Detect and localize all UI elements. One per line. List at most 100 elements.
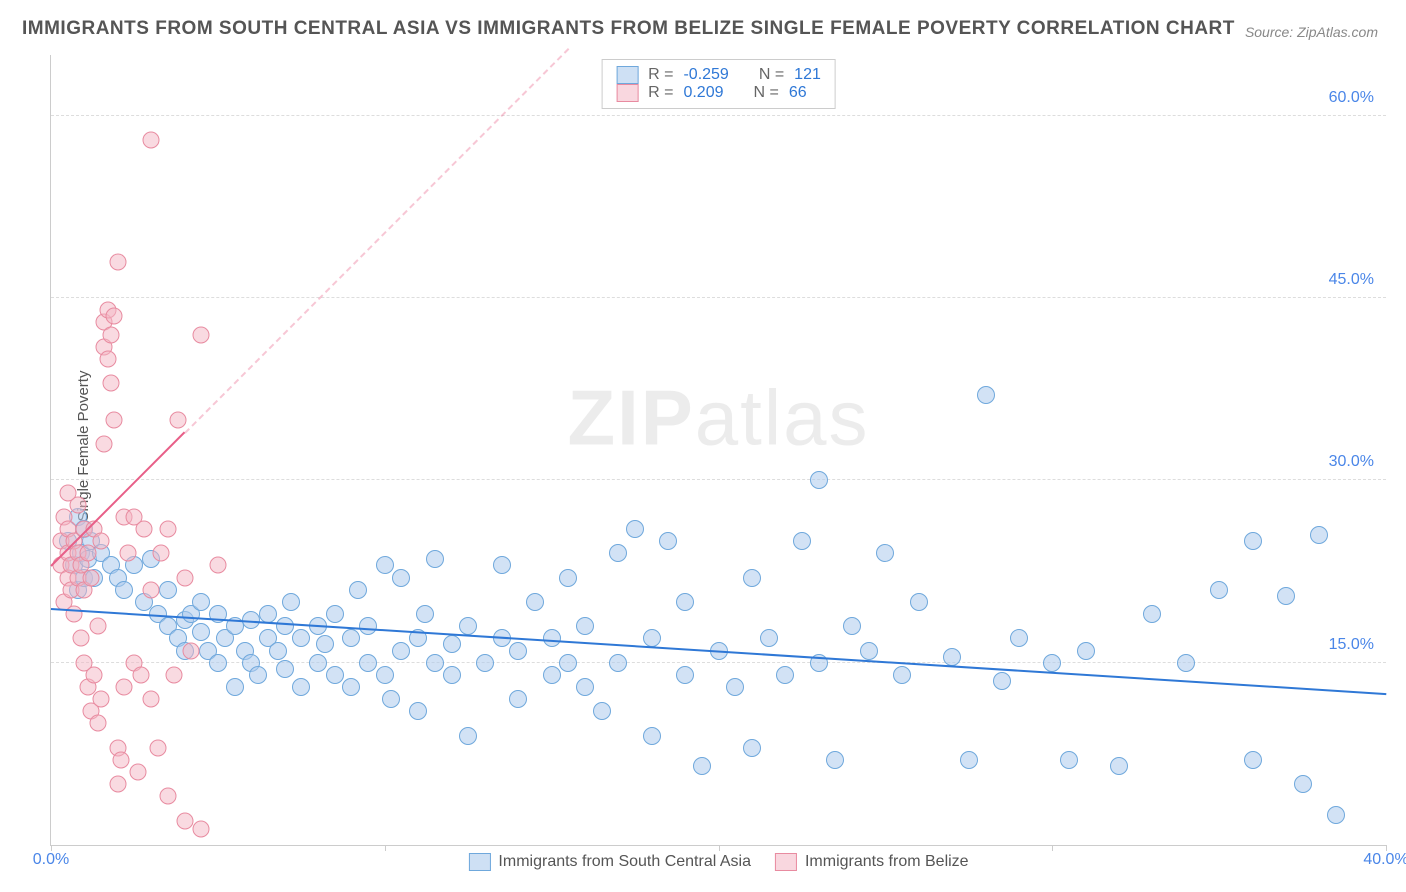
data-point bbox=[209, 557, 226, 574]
x-tick-mark bbox=[1052, 845, 1053, 851]
data-point bbox=[169, 411, 186, 428]
data-point bbox=[1043, 654, 1061, 672]
data-point bbox=[426, 550, 444, 568]
data-point bbox=[443, 666, 461, 684]
data-point bbox=[459, 727, 477, 745]
legend-r-value: -0.259 bbox=[683, 66, 728, 84]
data-point bbox=[269, 642, 287, 660]
data-point bbox=[960, 751, 978, 769]
data-point bbox=[106, 411, 123, 428]
trend-line bbox=[184, 48, 569, 434]
data-point bbox=[1110, 757, 1128, 775]
data-point bbox=[159, 788, 176, 805]
source-attribution: Source: ZipAtlas.com bbox=[1245, 24, 1378, 40]
data-point bbox=[910, 593, 928, 611]
data-point bbox=[977, 386, 995, 404]
data-point bbox=[1244, 751, 1262, 769]
data-point bbox=[643, 727, 661, 745]
data-point bbox=[376, 556, 394, 574]
data-point bbox=[726, 678, 744, 696]
data-point bbox=[509, 642, 527, 660]
data-point bbox=[876, 544, 894, 562]
data-point bbox=[1310, 526, 1328, 544]
data-point bbox=[106, 308, 123, 325]
data-point bbox=[342, 629, 360, 647]
data-point bbox=[73, 630, 90, 647]
legend-series-item: Immigrants from South Central Asia bbox=[468, 853, 751, 871]
legend-stats-row: R = 0.209 N = 66 bbox=[616, 84, 821, 102]
data-point bbox=[676, 593, 694, 611]
data-point bbox=[1060, 751, 1078, 769]
data-point bbox=[826, 751, 844, 769]
y-tick-label: 45.0% bbox=[1329, 271, 1374, 289]
gridline bbox=[51, 115, 1386, 116]
data-point bbox=[1010, 629, 1028, 647]
data-point bbox=[476, 654, 494, 672]
data-point bbox=[159, 581, 177, 599]
data-point bbox=[593, 702, 611, 720]
data-point bbox=[359, 654, 377, 672]
data-point bbox=[1177, 654, 1195, 672]
data-point bbox=[93, 691, 110, 708]
legend-r-value: 0.209 bbox=[683, 84, 723, 102]
legend-stats-box: R = -0.259 N = 121 R = 0.209 N = 66 bbox=[601, 59, 836, 109]
data-point bbox=[249, 666, 267, 684]
data-point bbox=[226, 678, 244, 696]
legend-series-box: Immigrants from South Central Asia Immig… bbox=[468, 853, 968, 871]
source-label: Source: bbox=[1245, 24, 1293, 40]
data-point bbox=[559, 569, 577, 587]
data-point bbox=[760, 629, 778, 647]
data-point bbox=[136, 521, 153, 538]
source-value: ZipAtlas.com bbox=[1297, 24, 1378, 40]
x-tick-label: 40.0% bbox=[1363, 851, 1406, 869]
data-point bbox=[943, 648, 961, 666]
data-point bbox=[526, 593, 544, 611]
y-tick-label: 60.0% bbox=[1329, 89, 1374, 107]
data-point bbox=[183, 642, 200, 659]
data-point bbox=[459, 617, 477, 635]
data-point bbox=[993, 672, 1011, 690]
data-point bbox=[559, 654, 577, 672]
chart-title: IMMIGRANTS FROM SOUTH CENTRAL ASIA VS IM… bbox=[22, 18, 1235, 40]
data-point bbox=[1294, 775, 1312, 793]
data-point bbox=[96, 435, 113, 452]
data-point bbox=[392, 569, 410, 587]
legend-swatch-icon bbox=[616, 84, 638, 102]
data-point bbox=[1143, 605, 1161, 623]
data-point bbox=[129, 764, 146, 781]
data-point bbox=[193, 821, 210, 838]
legend-series-label: Immigrants from Belize bbox=[805, 853, 969, 871]
data-point bbox=[79, 545, 96, 562]
data-point bbox=[643, 629, 661, 647]
legend-r-label: R = bbox=[648, 66, 673, 84]
watermark-text: ZIPatlas bbox=[567, 373, 869, 464]
data-point bbox=[109, 776, 126, 793]
legend-swatch-icon bbox=[616, 66, 638, 84]
data-point bbox=[443, 635, 461, 653]
data-point bbox=[115, 581, 133, 599]
data-point bbox=[176, 569, 193, 586]
gridline bbox=[51, 479, 1386, 480]
data-point bbox=[176, 812, 193, 829]
data-point bbox=[543, 666, 561, 684]
data-point bbox=[1277, 587, 1295, 605]
data-point bbox=[292, 629, 310, 647]
data-point bbox=[99, 350, 116, 367]
data-point bbox=[316, 635, 334, 653]
data-point bbox=[376, 666, 394, 684]
data-point bbox=[1327, 806, 1345, 824]
data-point bbox=[166, 666, 183, 683]
data-point bbox=[543, 629, 561, 647]
x-tick-label: 0.0% bbox=[33, 851, 69, 869]
data-point bbox=[776, 666, 794, 684]
data-point bbox=[133, 666, 150, 683]
data-point bbox=[493, 556, 511, 574]
data-point bbox=[282, 593, 300, 611]
data-point bbox=[89, 715, 106, 732]
legend-n-value: 66 bbox=[789, 84, 807, 102]
data-point bbox=[693, 757, 711, 775]
legend-swatch-icon bbox=[468, 853, 490, 871]
data-point bbox=[276, 617, 294, 635]
data-point bbox=[103, 375, 120, 392]
data-point bbox=[509, 690, 527, 708]
